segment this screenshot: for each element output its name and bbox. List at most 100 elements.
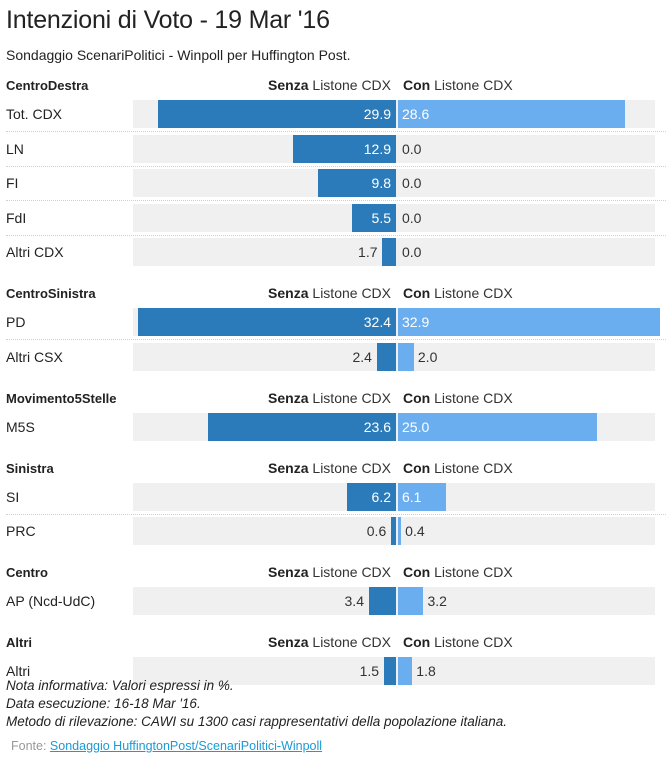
bar-senza	[208, 412, 396, 441]
column-header-text: Listone CDX	[308, 634, 391, 650]
column-header-senza: Senza Listone CDX	[268, 460, 391, 476]
value-senza: 29.9	[363, 106, 391, 122]
value-con: 25.0	[402, 418, 430, 435]
bar-senza	[346, 482, 396, 511]
source: Fonte: Sondaggio HuffingtonPost/ScenariP…	[11, 739, 322, 753]
bar-con	[398, 100, 626, 128]
bar-con	[398, 342, 414, 371]
column-header-text: Listone CDX	[430, 634, 513, 650]
column-header-senza: Senza Listone CDX	[268, 77, 391, 93]
column-header-bold: Con	[403, 389, 431, 406]
column-header-bold: Senza	[268, 634, 309, 650]
value-senza: 12.9	[363, 140, 391, 157]
row-label: Tot. CDX	[6, 106, 63, 122]
group-title: Altri	[6, 635, 32, 650]
bar-senza	[138, 308, 396, 336]
column-header-text: Listone CDX	[308, 285, 391, 301]
value-senza: 2.4	[352, 348, 372, 365]
value-senza: 5.5	[371, 209, 391, 226]
column-header-con: Con Listone CDX	[403, 390, 513, 406]
value-con: 3.2	[427, 593, 447, 609]
column-header-bold: Senza	[268, 389, 309, 406]
column-header-text: Listone CDX	[430, 77, 513, 93]
row-separator	[6, 131, 666, 132]
row-label: FI	[6, 175, 19, 191]
column-header-senza: Senza Listone CDX	[268, 634, 391, 650]
value-con: 1.8	[416, 663, 436, 679]
bar-senza	[382, 238, 396, 266]
page-subtitle: Sondaggio ScenariPolitici - Winpoll per …	[6, 47, 351, 63]
column-header-con: Con Listone CDX	[403, 564, 513, 580]
column-header-text: Listone CDX	[308, 389, 391, 406]
value-senza: 6.2	[371, 488, 391, 505]
value-senza: 0.6	[366, 523, 387, 539]
value-senza: 9.8	[371, 175, 391, 191]
column-header-text: Listone CDX	[430, 285, 513, 301]
row-label: Altri	[6, 663, 31, 679]
bar-senza	[293, 134, 396, 163]
row-separator	[6, 234, 666, 236]
value-con: 2.0	[417, 348, 438, 365]
column-header-bold: Con	[403, 459, 431, 476]
column-header-senza: Senza Listone CDX	[268, 390, 391, 406]
row-separator	[6, 200, 666, 201]
bar-con	[398, 587, 424, 615]
bar-con	[398, 482, 447, 511]
row-separator	[6, 165, 666, 167]
column-header-senza: Senza Listone CDX	[268, 285, 391, 301]
column-header-text: Listone CDX	[308, 459, 391, 476]
column-header-text: Listone CDX	[430, 459, 513, 476]
page-title: Intenzioni di Voto - 19 Mar '16	[6, 6, 330, 34]
group-title: Sinistra	[6, 460, 54, 476]
row-separator	[6, 513, 666, 515]
value-con: 32.9	[402, 314, 430, 330]
column-header-text: Listone CDX	[308, 77, 391, 93]
row-label: LN	[6, 140, 24, 157]
group-title: CentroDestra	[6, 78, 89, 93]
value-senza: 3.4	[344, 593, 364, 609]
group-title: CentroSinistra	[6, 286, 96, 301]
row-label: PD	[6, 314, 26, 330]
column-header-text: Listone CDX	[308, 564, 391, 580]
value-senza: 23.6	[363, 418, 391, 435]
source-link[interactable]: Sondaggio HuffingtonPost/ScenariPolitici…	[49, 739, 323, 753]
row-label: FdI	[6, 209, 27, 226]
column-header-bold: Con	[403, 285, 431, 301]
bar-con	[398, 657, 413, 685]
column-header-bold: Con	[403, 634, 431, 650]
value-senza: 1.7	[358, 244, 378, 260]
bar-senza	[376, 342, 396, 371]
row-label: Altri CDX	[6, 244, 64, 260]
column-header-bold: Senza	[268, 564, 309, 580]
column-header-bold: Con	[403, 564, 431, 580]
bar-senza	[384, 657, 396, 685]
row-separator	[6, 339, 666, 340]
row-label: PRC	[6, 523, 36, 539]
column-header-senza: Senza Listone CDX	[268, 564, 391, 580]
bar-senza	[158, 100, 396, 128]
notes: Nota informativa: Valori espressi in %. …	[6, 677, 507, 731]
value-con: 0.0	[402, 209, 422, 226]
column-header-con: Con Listone CDX	[403, 77, 513, 93]
row-label: M5S	[6, 418, 35, 435]
group-title: Movimento5Stelle	[6, 390, 117, 406]
note-line: Nota informativa: Valori espressi in %.	[6, 678, 234, 693]
value-con: 0.0	[402, 175, 422, 191]
column-header-con: Con Listone CDX	[403, 460, 513, 476]
column-header-bold: Senza	[268, 77, 309, 93]
column-header-bold: Senza	[268, 459, 309, 476]
value-con: 0.4	[405, 523, 425, 539]
note-line: Metodo di rilevazione: CAWI su 1300 casi…	[6, 714, 508, 729]
column-header-text: Listone CDX	[430, 389, 513, 406]
value-con: 6.1	[402, 488, 422, 505]
value-senza: 1.5	[359, 663, 380, 679]
row-label: Altri CSX	[6, 348, 63, 365]
value-con: 28.6	[402, 106, 430, 122]
column-header-bold: Con	[403, 77, 431, 93]
bar-senza	[318, 169, 396, 197]
bar-con	[398, 517, 402, 545]
group-title: Centro	[6, 565, 48, 580]
bar-con	[398, 308, 660, 336]
value-senza: 32.4	[363, 314, 391, 330]
